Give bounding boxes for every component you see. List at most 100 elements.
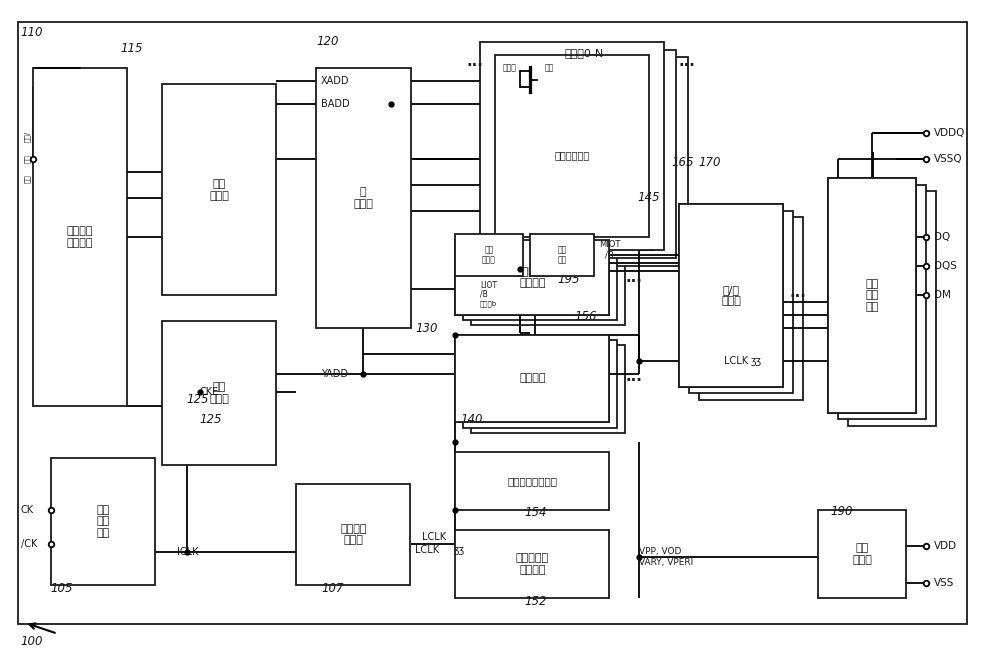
Text: 命令/: 命令/: [24, 131, 31, 142]
Text: ...: ...: [626, 270, 643, 285]
Bar: [51, 458, 155, 585]
Bar: [530, 234, 594, 276]
Text: 数位线: 数位线: [503, 64, 517, 72]
Bar: [471, 251, 625, 325]
Bar: [455, 451, 609, 510]
Bar: [679, 205, 783, 386]
Text: 150: 150: [458, 260, 481, 273]
Text: 105: 105: [51, 582, 73, 595]
Text: VSSQ: VSSQ: [934, 154, 962, 164]
Text: 感测放大器
控制电路: 感测放大器 控制电路: [516, 267, 549, 289]
Text: 152: 152: [525, 595, 547, 607]
Text: 地址
解码器: 地址 解码器: [209, 179, 229, 201]
Text: 读/写
放大器: 读/写 放大器: [721, 285, 741, 306]
Text: 地址: 地址: [24, 155, 31, 163]
Text: 165: 165: [671, 155, 694, 169]
Text: ...: ...: [790, 285, 807, 300]
Bar: [828, 178, 916, 413]
Bar: [699, 217, 803, 400]
Bar: [455, 529, 609, 598]
Text: /CK: /CK: [21, 539, 37, 549]
Text: 154: 154: [525, 506, 547, 519]
Text: DQ: DQ: [934, 232, 950, 242]
Text: VSS: VSS: [934, 578, 954, 588]
Text: 数位线b: 数位线b: [480, 300, 497, 306]
Text: ...: ...: [626, 369, 643, 384]
Bar: [455, 240, 609, 315]
Bar: [818, 510, 906, 598]
Bar: [480, 42, 664, 250]
Text: 地址命令
输入电路: 地址命令 输入电路: [67, 226, 93, 248]
Text: ʒʒ: ʒʒ: [751, 356, 762, 365]
Text: LIOT: LIOT: [480, 281, 497, 290]
Text: 170: 170: [699, 155, 721, 169]
Bar: [679, 205, 783, 386]
Text: 存储体0-N: 存储体0-N: [564, 49, 604, 58]
Text: 125: 125: [187, 393, 209, 406]
Text: 总线: 总线: [24, 174, 31, 183]
Text: 转移
栅极: 转移 栅极: [558, 245, 567, 264]
Text: 时钟
输入
电路: 时钟 输入 电路: [96, 505, 109, 538]
Bar: [162, 84, 276, 295]
Text: YADD: YADD: [321, 369, 348, 379]
Text: 存储单元阵列: 存储单元阵列: [554, 150, 590, 160]
Text: BADD: BADD: [321, 98, 350, 109]
Text: ...: ...: [679, 54, 695, 69]
Text: ...: ...: [467, 54, 484, 69]
Text: CK: CK: [21, 505, 34, 515]
Text: DQS: DQS: [934, 261, 956, 271]
Bar: [463, 245, 617, 320]
Text: 内部时钟
发生器: 内部时钟 发生器: [340, 523, 367, 545]
Bar: [495, 55, 649, 237]
Bar: [296, 484, 410, 585]
Bar: [463, 340, 617, 428]
Bar: [33, 68, 127, 406]
Text: VDDQ: VDDQ: [934, 128, 965, 138]
Text: 145: 145: [637, 192, 660, 205]
Bar: [455, 335, 609, 422]
Bar: [455, 234, 523, 276]
Text: 电压
发生器: 电压 发生器: [852, 543, 872, 565]
Bar: [316, 68, 411, 328]
Text: 感测
放大器: 感测 放大器: [482, 245, 496, 264]
Text: 156: 156: [575, 310, 597, 323]
Text: 100: 100: [21, 635, 43, 648]
Bar: [838, 185, 926, 419]
Text: VPP, VOD
VARY, VPERI: VPP, VOD VARY, VPERI: [639, 547, 693, 567]
Text: 107: 107: [321, 582, 344, 595]
Bar: [504, 58, 688, 266]
Text: 125: 125: [200, 413, 222, 426]
Text: 字线: 字线: [545, 64, 554, 72]
Text: 温度传感器
控制电路: 温度传感器 控制电路: [516, 553, 549, 575]
Text: ʒʒ: ʒʒ: [453, 545, 465, 556]
Text: XADD: XADD: [321, 76, 350, 86]
Text: /B: /B: [480, 289, 488, 298]
Text: ICLK: ICLK: [177, 547, 198, 558]
Text: 行
解码器: 行 解码器: [353, 187, 373, 209]
Text: 130: 130: [415, 321, 438, 335]
Text: 195: 195: [558, 273, 580, 286]
Text: MIOT
/B: MIOT /B: [599, 240, 620, 260]
Text: 115: 115: [120, 42, 143, 55]
Text: CKE: CKE: [200, 387, 219, 397]
Bar: [471, 345, 625, 433]
Bar: [492, 50, 676, 258]
Text: LCLK: LCLK: [415, 545, 440, 556]
Text: 190: 190: [830, 505, 853, 518]
Text: 输入
输出
电路: 输入 输出 电路: [865, 279, 879, 312]
Bar: [689, 211, 793, 393]
Text: LCLK: LCLK: [724, 356, 749, 365]
Text: 110: 110: [21, 26, 43, 39]
Bar: [848, 192, 936, 426]
Text: 120: 120: [316, 35, 339, 49]
Text: 命令
解码器: 命令 解码器: [209, 382, 229, 404]
Bar: [828, 178, 916, 413]
Text: LCLK: LCLK: [422, 533, 447, 543]
Bar: [455, 240, 609, 315]
Text: 140: 140: [460, 413, 483, 426]
Text: VDD: VDD: [934, 541, 957, 551]
Text: DM: DM: [934, 291, 950, 300]
Bar: [162, 321, 276, 464]
Text: 列解码器: 列解码器: [519, 373, 546, 383]
Text: 电压补偿控制电路: 电压补偿控制电路: [507, 476, 557, 486]
